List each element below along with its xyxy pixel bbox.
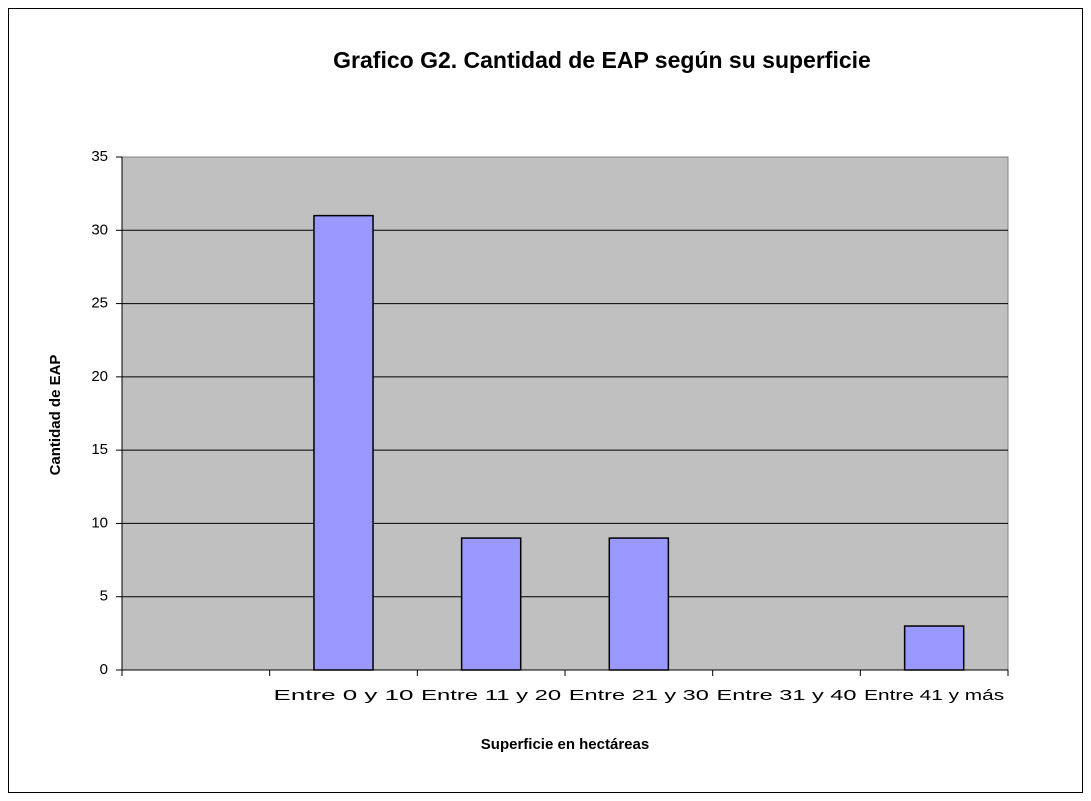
x-axis-title: Superficie en hectáreas [481,736,649,753]
y-tick-label: 20 [91,368,108,385]
y-tick-label: 10 [91,514,108,531]
y-tick-label: 35 [91,148,108,165]
y-tick-label: 0 [100,661,108,678]
y-tick-label: 25 [91,295,108,312]
x-tick-label: Entre 21 y 30 [569,687,709,704]
x-tick-label: Entre 31 y 40 [717,687,857,704]
bar [608,537,670,671]
chart-title: Grafico G2. Cantidad de EAP según su sup… [333,47,871,73]
plot-area [121,156,1009,671]
bar [460,537,522,671]
x-tick-label: Entre 0 y 10 [274,687,414,704]
x-tick-label: Entre 41 y más [864,687,1004,704]
x-tick-label: Entre 11 y 20 [421,687,561,704]
y-tick-label: 5 [100,588,108,605]
y-tick-label: 15 [91,441,108,458]
y-axis-title: Cantidad de EAP [47,355,64,476]
bar [903,625,965,671]
y-tick-label: 30 [91,221,108,238]
bar [313,214,374,671]
